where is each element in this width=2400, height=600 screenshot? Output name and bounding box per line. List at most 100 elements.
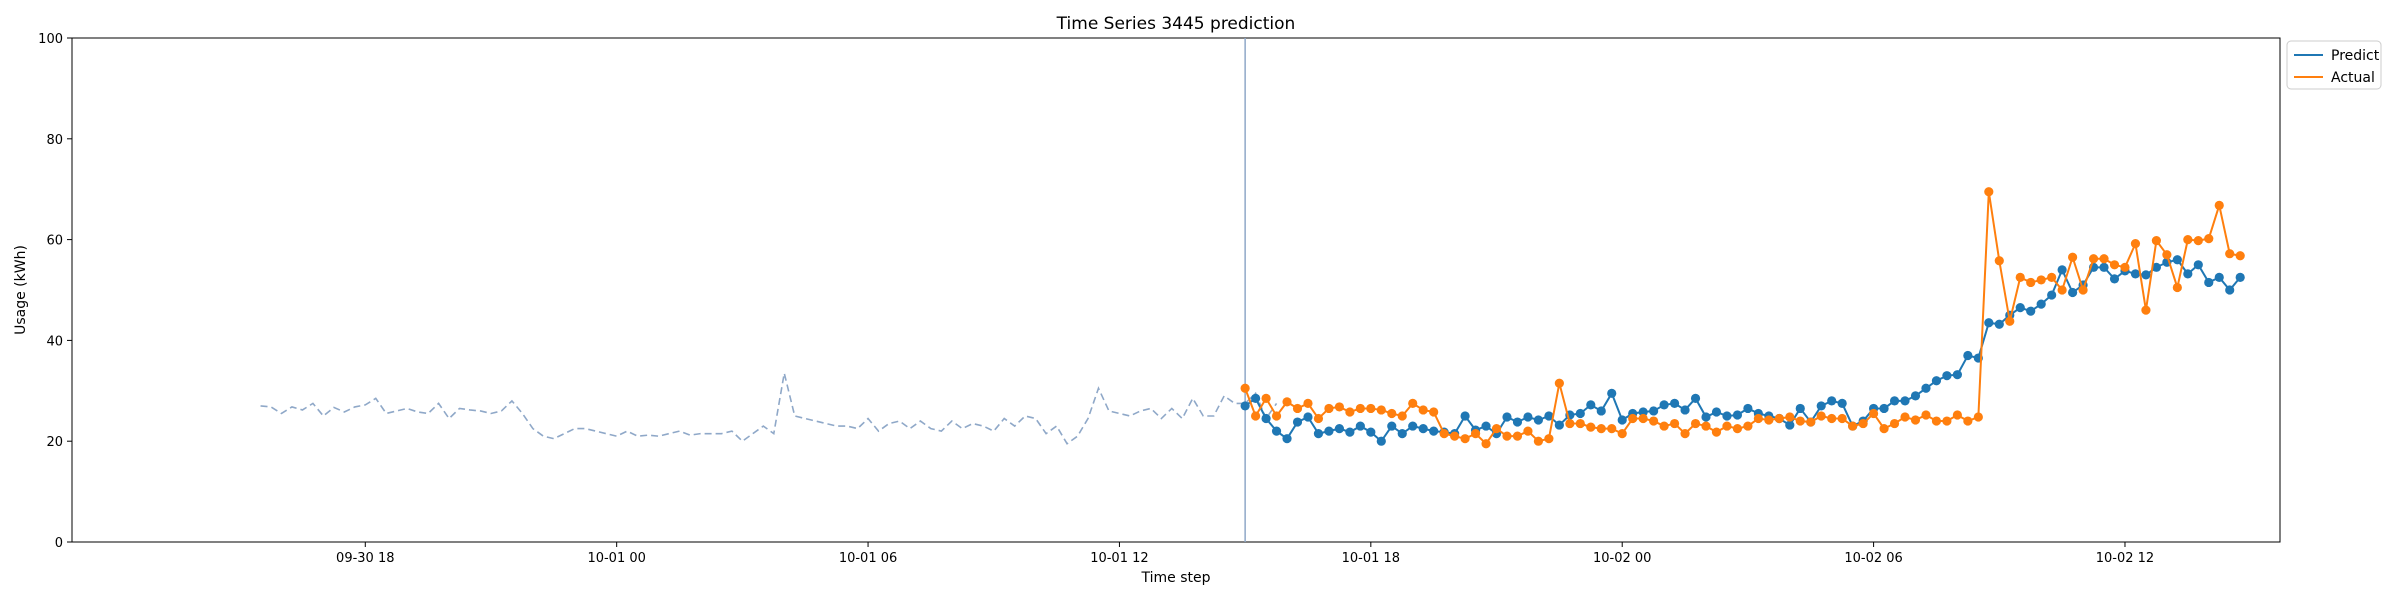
predict-point <box>1837 398 1847 408</box>
predict-point <box>1429 426 1439 436</box>
actual-point <box>2141 305 2151 315</box>
actual-point <box>1785 412 1795 422</box>
predict-point <box>1397 429 1407 439</box>
actual-point <box>2183 235 2193 245</box>
actual-point <box>2172 282 2182 293</box>
actual-point <box>1753 413 1763 424</box>
predict-point <box>2015 303 2025 313</box>
actual-point <box>1701 421 1711 431</box>
actual-point <box>1303 398 1313 408</box>
predict-point <box>1586 400 1596 410</box>
actual-point <box>2088 254 2099 264</box>
predict-point <box>2141 270 2151 280</box>
actual-point <box>1408 398 1418 408</box>
predict-point <box>1795 403 1805 414</box>
predict-point <box>2057 265 2067 275</box>
y-tick-label: 60 <box>46 234 63 249</box>
actual-point <box>1523 426 1533 436</box>
predict-point <box>2130 269 2141 279</box>
predict-point <box>1921 383 1931 393</box>
predict-point <box>1460 411 1470 421</box>
x-axis-label: Time step <box>1141 570 1211 586</box>
actual-point <box>1649 416 1659 426</box>
actual-point <box>1502 431 1512 441</box>
actual-point <box>2130 239 2141 249</box>
predict-series <box>1240 255 2245 446</box>
predict-point <box>2026 306 2036 316</box>
actual-point <box>2068 252 2078 262</box>
predict-point <box>2193 260 2203 270</box>
x-axis: 09-30 18 10-01 00 10-01 06 10-01 12 10-01 18… <box>336 542 2154 566</box>
actual-point <box>2036 275 2046 285</box>
predict-point <box>1952 370 1962 380</box>
actual-point <box>1806 417 1816 427</box>
predict-point <box>2204 277 2214 288</box>
actual-point <box>1387 408 1397 419</box>
predict-point <box>2172 255 2182 265</box>
actual-point <box>1292 403 1303 414</box>
actual-series <box>1240 187 2245 449</box>
predict-point <box>1743 403 1753 414</box>
predict-point <box>2214 272 2224 282</box>
predict-point <box>1617 415 1627 425</box>
actual-point <box>1470 429 1481 439</box>
history-line <box>260 372 1278 445</box>
legend-predict-label: Predict <box>2331 48 2380 64</box>
actual-point <box>2109 260 2120 270</box>
actual-point <box>1251 411 1261 421</box>
actual-point <box>1533 436 1544 446</box>
predict-point <box>1544 411 1554 421</box>
y-tick-label: 20 <box>46 435 63 450</box>
history-series <box>260 372 1278 445</box>
actual-point <box>1722 421 1732 431</box>
actual-point <box>2235 251 2245 261</box>
predict-point <box>1251 393 1261 403</box>
actual-point <box>1282 397 1292 407</box>
actual-point <box>1617 429 1627 439</box>
predict-point <box>1690 393 1701 403</box>
actual-point <box>2193 236 2203 246</box>
actual-point <box>1366 403 1376 414</box>
actual-point <box>1889 418 1900 429</box>
actual-point <box>1345 407 1355 417</box>
actual-point <box>1984 187 1994 197</box>
actual-point <box>1596 424 1606 434</box>
actual-point <box>1324 403 1334 414</box>
actual-point <box>1952 410 1962 420</box>
predict-point <box>1659 400 1669 410</box>
predict-point <box>1827 396 1837 406</box>
actual-point <box>1690 418 1701 429</box>
predict-point <box>1963 350 1973 361</box>
actual-point <box>1355 403 1365 414</box>
actual-point <box>2026 277 2036 288</box>
actual-point <box>1879 424 1889 434</box>
actual-point <box>1680 429 1690 439</box>
legend: Predict Actual <box>2286 40 2382 90</box>
y-tick-label: 80 <box>46 133 63 148</box>
actual-point <box>1554 378 1564 388</box>
actual-point <box>1868 408 1879 419</box>
predict-point <box>1816 401 1826 411</box>
predict-point <box>1994 319 2004 329</box>
actual-point <box>2015 272 2025 282</box>
actual-point <box>1397 411 1407 421</box>
actual-point <box>1565 418 1575 429</box>
actual-point <box>1921 410 1931 420</box>
actual-point <box>1261 393 1271 403</box>
actual-point <box>1816 411 1826 421</box>
actual-point <box>2162 250 2172 260</box>
predict-point <box>2235 272 2245 282</box>
predict-point <box>1680 405 1690 415</box>
actual-point <box>1439 429 1449 439</box>
actual-point <box>2225 249 2235 259</box>
actual-point <box>1313 413 1324 424</box>
predict-point <box>1366 427 1376 437</box>
actual-point <box>1429 407 1439 417</box>
actual-point <box>1900 412 1910 422</box>
predict-point <box>1732 410 1743 420</box>
predict-point <box>1722 411 1732 421</box>
predict-point <box>1649 406 1659 416</box>
predict-point <box>2099 262 2109 272</box>
x-tick-label: 10-01 12 <box>1090 551 1148 566</box>
